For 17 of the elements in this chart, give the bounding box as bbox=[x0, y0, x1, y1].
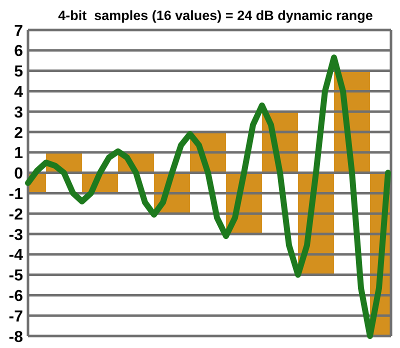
y-tick-label: -8 bbox=[8, 328, 24, 346]
chart-title: 4-bit samples (16 values) = 24 dB dynamic range bbox=[58, 8, 374, 23]
y-tick-label: 3 bbox=[14, 104, 24, 122]
y-tick-label: 5 bbox=[14, 64, 24, 81]
y-tick-label: -3 bbox=[8, 226, 24, 244]
y-tick-label: 6 bbox=[14, 43, 24, 60]
y-tick-label: 2 bbox=[14, 124, 24, 142]
y-tick-label: 0 bbox=[14, 166, 24, 183]
y-tick-label: -1 bbox=[8, 186, 24, 203]
y-tick-label: -2 bbox=[8, 206, 24, 224]
y-tick-label: -6 bbox=[8, 288, 24, 305]
y-tick-label: -7 bbox=[8, 308, 24, 326]
y-tick-label: 7 bbox=[14, 22, 24, 40]
y-tick-label: 1 bbox=[14, 145, 24, 162]
y-tick-label: 4 bbox=[14, 84, 24, 101]
y-tick-label: -4 bbox=[8, 247, 24, 264]
y-tick-label: -5 bbox=[8, 268, 24, 285]
